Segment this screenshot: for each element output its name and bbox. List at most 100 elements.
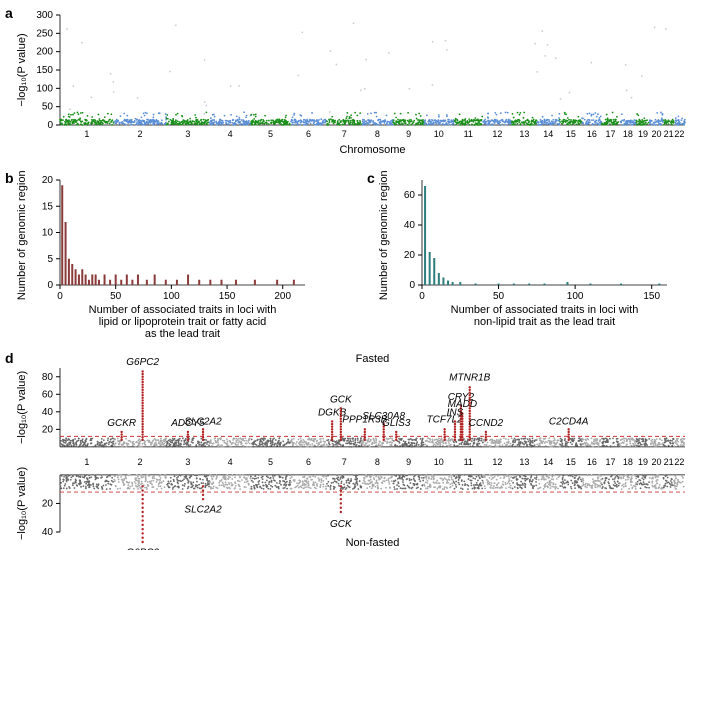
svg-text:2: 2 [138, 457, 143, 467]
svg-text:Chromosome: Chromosome [339, 144, 405, 156]
svg-text:8: 8 [375, 457, 380, 467]
svg-text:0: 0 [409, 280, 415, 291]
svg-text:100: 100 [567, 291, 584, 302]
svg-text:20: 20 [651, 129, 661, 139]
panel-c: c 0204060050100150Number of genomic regi… [372, 170, 714, 340]
svg-text:−log₁₀(P value): −log₁₀(P value) [16, 467, 28, 540]
svg-text:Number of genomic regions: Number of genomic regions [16, 170, 28, 300]
svg-text:200: 200 [36, 47, 53, 58]
svg-text:SLC2A2: SLC2A2 [184, 416, 222, 427]
svg-text:15: 15 [566, 129, 576, 139]
svg-text:21: 21 [664, 129, 674, 139]
svg-text:0: 0 [57, 291, 63, 302]
svg-text:Number of genomic regions: Number of genomic regions [378, 170, 390, 300]
svg-text:Number of associated traits in: Number of associated traits in loci with [451, 304, 639, 316]
svg-text:60: 60 [42, 389, 54, 400]
svg-text:100: 100 [36, 83, 53, 94]
svg-text:17: 17 [606, 457, 616, 467]
svg-text:2: 2 [138, 129, 143, 139]
chart-c: 0204060050100150Number of genomic region… [372, 170, 672, 340]
svg-text:60: 60 [404, 190, 416, 201]
svg-text:50: 50 [110, 291, 122, 302]
svg-text:16: 16 [587, 457, 597, 467]
panel-b: b 05101520050100150200Number of genomic … [10, 170, 352, 340]
panel-b-label: b [5, 170, 14, 186]
chart-b: 05101520050100150200Number of genomic re… [10, 170, 310, 340]
svg-text:as the lead trait: as the lead trait [145, 328, 220, 340]
svg-text:22: 22 [674, 129, 684, 139]
svg-text:1: 1 [84, 129, 89, 139]
panel-d: d FastedNon-fasted20406080−log₁₀(P value… [0, 345, 724, 560]
svg-text:3: 3 [185, 457, 190, 467]
svg-text:20: 20 [404, 250, 416, 261]
svg-text:Fasted: Fasted [356, 353, 390, 365]
svg-text:5: 5 [268, 129, 273, 139]
svg-text:lipid or lipoprotein trait or: lipid or lipoprotein trait or fatty acid [99, 316, 267, 328]
svg-text:20: 20 [651, 457, 661, 467]
svg-text:4: 4 [228, 129, 233, 139]
svg-text:40: 40 [42, 407, 54, 418]
svg-text:3: 3 [185, 129, 190, 139]
svg-text:MTNR1B: MTNR1B [449, 373, 490, 384]
svg-text:22: 22 [674, 457, 684, 467]
svg-text:11: 11 [464, 129, 473, 139]
chart-a: 050100150200250300−log₁₀(P value)1234567… [10, 10, 690, 160]
svg-text:18: 18 [623, 457, 633, 467]
svg-text:4: 4 [228, 457, 233, 467]
svg-text:10: 10 [434, 129, 444, 139]
svg-text:−log₁₀(P value): −log₁₀(P value) [16, 371, 28, 444]
svg-text:100: 100 [163, 291, 180, 302]
svg-text:GCKR: GCKR [107, 418, 136, 429]
svg-text:CCND2: CCND2 [469, 418, 504, 429]
svg-text:150: 150 [36, 65, 53, 76]
svg-text:14: 14 [543, 129, 553, 139]
svg-text:Non-fasted: Non-fasted [346, 537, 400, 549]
svg-text:7: 7 [342, 129, 347, 139]
svg-text:12: 12 [492, 457, 502, 467]
svg-text:250: 250 [36, 28, 53, 39]
svg-text:8: 8 [375, 129, 380, 139]
svg-text:G6PC2: G6PC2 [126, 357, 159, 368]
svg-text:14: 14 [543, 457, 553, 467]
svg-text:10: 10 [42, 228, 54, 239]
svg-text:20: 20 [42, 175, 54, 186]
svg-text:13: 13 [519, 457, 529, 467]
svg-text:6: 6 [306, 129, 311, 139]
svg-text:300: 300 [36, 10, 53, 21]
svg-text:5: 5 [47, 254, 53, 265]
svg-text:1: 1 [84, 457, 89, 467]
panel-a: a 050100150200250300−log₁₀(P value)12345… [0, 0, 724, 165]
svg-text:20: 20 [42, 498, 54, 509]
chart-d: FastedNon-fasted20406080−log₁₀(P value)1… [10, 350, 690, 550]
svg-text:C2CD4A: C2CD4A [549, 416, 589, 427]
svg-text:15: 15 [42, 201, 54, 212]
svg-text:18: 18 [623, 129, 633, 139]
svg-text:150: 150 [643, 291, 660, 302]
svg-text:9: 9 [406, 129, 411, 139]
svg-text:0: 0 [47, 120, 53, 131]
svg-text:7: 7 [342, 457, 347, 467]
svg-text:50: 50 [42, 102, 54, 113]
svg-text:−log₁₀(P value): −log₁₀(P value) [16, 33, 28, 106]
svg-text:15: 15 [566, 457, 576, 467]
svg-text:200: 200 [274, 291, 291, 302]
svg-text:Number of associated traits in: Number of associated traits in loci with [89, 304, 277, 316]
svg-text:21: 21 [664, 457, 674, 467]
svg-text:10: 10 [434, 457, 444, 467]
svg-text:19: 19 [638, 457, 648, 467]
svg-text:12: 12 [492, 129, 502, 139]
svg-text:non-lipid trait as the lead tr: non-lipid trait as the lead trait [474, 316, 615, 328]
svg-text:GLIS3: GLIS3 [382, 418, 411, 429]
panel-d-label: d [5, 350, 14, 366]
svg-text:0: 0 [419, 291, 425, 302]
svg-text:9: 9 [406, 457, 411, 467]
svg-text:13: 13 [519, 129, 529, 139]
svg-text:16: 16 [587, 129, 597, 139]
svg-text:11: 11 [464, 457, 473, 467]
panel-a-label: a [5, 5, 13, 21]
svg-text:19: 19 [638, 129, 648, 139]
svg-text:20: 20 [42, 424, 54, 435]
svg-text:5: 5 [268, 457, 273, 467]
svg-text:INS: INS [447, 408, 464, 419]
svg-text:0: 0 [47, 280, 53, 291]
